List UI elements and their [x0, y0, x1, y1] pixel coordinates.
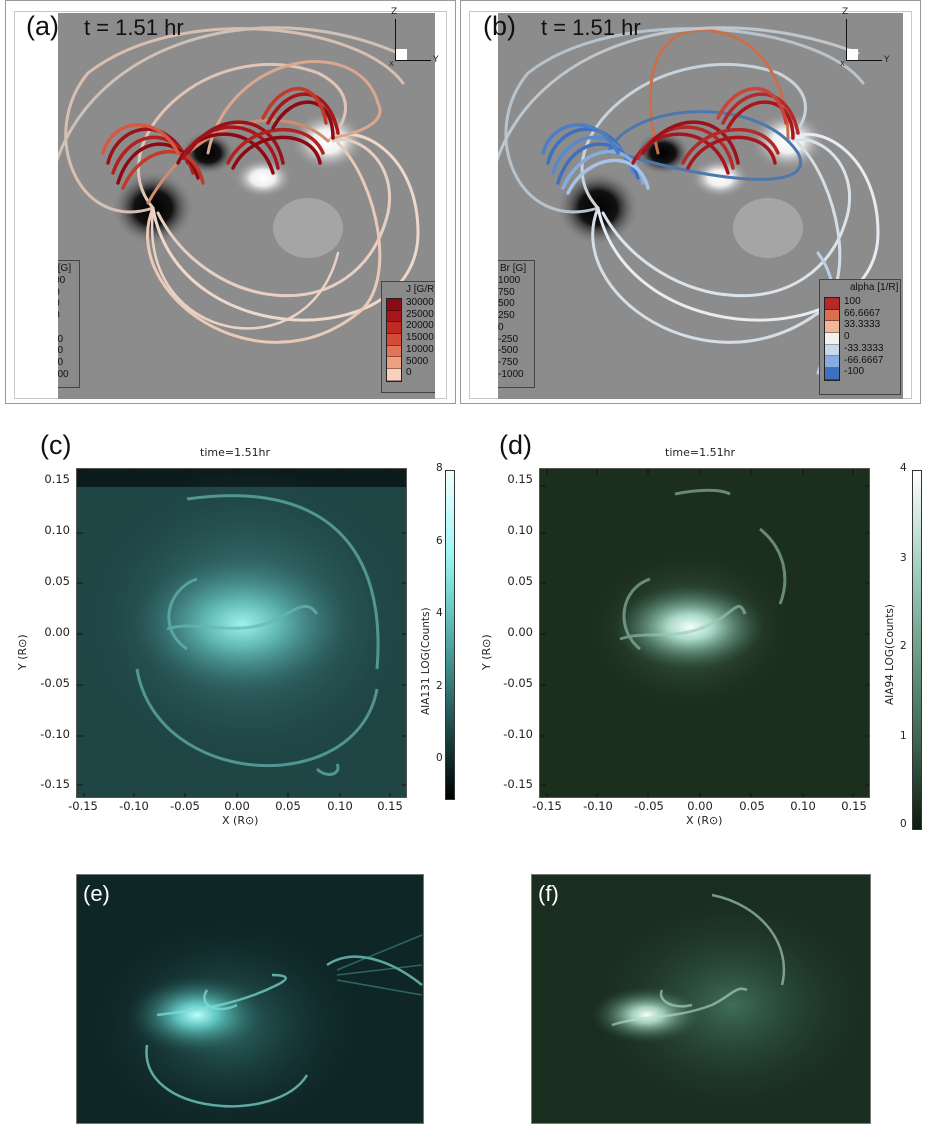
- observation-aia94: (f): [531, 874, 871, 1124]
- x-axis-label-d: X (R⊙): [686, 814, 723, 827]
- panel-label-f: (f): [538, 881, 559, 906]
- y-axis-label-d: Y (R⊙): [480, 634, 493, 670]
- magnetogram-br: Br [G] 1000 750 500 250 0 -250 -500 -750 -1000 a…: [498, 13, 903, 399]
- legend-j-bar: [386, 298, 402, 382]
- legend-alpha-title: alpha [1/R]: [850, 282, 899, 293]
- heatmap-aia94: [539, 468, 870, 798]
- legend-j: J [G/R] 30000 25000 20000 15000 10000 5000 0: [381, 281, 435, 393]
- legend-br-title: Br [G]: [500, 263, 527, 274]
- y-axis-label-c: Y (R⊙): [16, 634, 29, 670]
- heatmap-aia131: [76, 468, 407, 798]
- field-lines-j: [58, 26, 420, 344]
- aia94-observed-emission: [582, 890, 870, 1120]
- observation-aia131: (e): [76, 874, 424, 1124]
- panel-label-a: (a): [26, 11, 59, 41]
- panel-label-c: (c): [40, 430, 72, 460]
- legend-alpha: alpha [1/R] 100 66.6667 33.3333 0 -33.3333 -6…: [819, 279, 901, 395]
- plot-title-d: time=1.51hr: [665, 446, 736, 459]
- legend-alpha-bar: [824, 297, 840, 381]
- x-axis-label-c: X (R⊙): [222, 814, 259, 827]
- panel-label-b: (b): [483, 11, 516, 41]
- aia131-observed-emission: [87, 915, 423, 1123]
- axes-triad: Z Y X: [389, 7, 439, 68]
- panel-label-d: (d): [499, 430, 532, 460]
- panel-b: Br [G] 1000 750 500 250 0 -250 -500 -750 -1000 a…: [460, 0, 921, 404]
- colorbar-aia94: [912, 470, 922, 830]
- panel-label-e: (e): [83, 881, 110, 906]
- field-lines-alpha: [498, 26, 880, 375]
- colorbar-aia131: [445, 470, 455, 800]
- axes-triad: Z Y X: [840, 7, 890, 68]
- time-label-a: t = 1.51 hr: [84, 15, 184, 40]
- legend-j-ticks: 30000 25000 20000 15000 10000 5000 0: [406, 297, 434, 379]
- colorbar-label-d: AIA94 LOG(Counts): [884, 604, 896, 705]
- legend-br-title: Br [G]: [58, 263, 72, 274]
- legend-j-title: J [G/R]: [406, 284, 435, 295]
- time-label-b: t = 1.51 hr: [541, 15, 641, 40]
- aia94-emission: [540, 469, 869, 797]
- legend-alpha-ticks: 100 66.6667 33.3333 0 -33.3333 -66.6667 -100: [844, 296, 884, 378]
- colorbar-label-c: AIA131 LOG(Counts): [420, 607, 432, 715]
- aia131-emission: [77, 469, 406, 797]
- plot-title-c: time=1.51hr: [200, 446, 271, 459]
